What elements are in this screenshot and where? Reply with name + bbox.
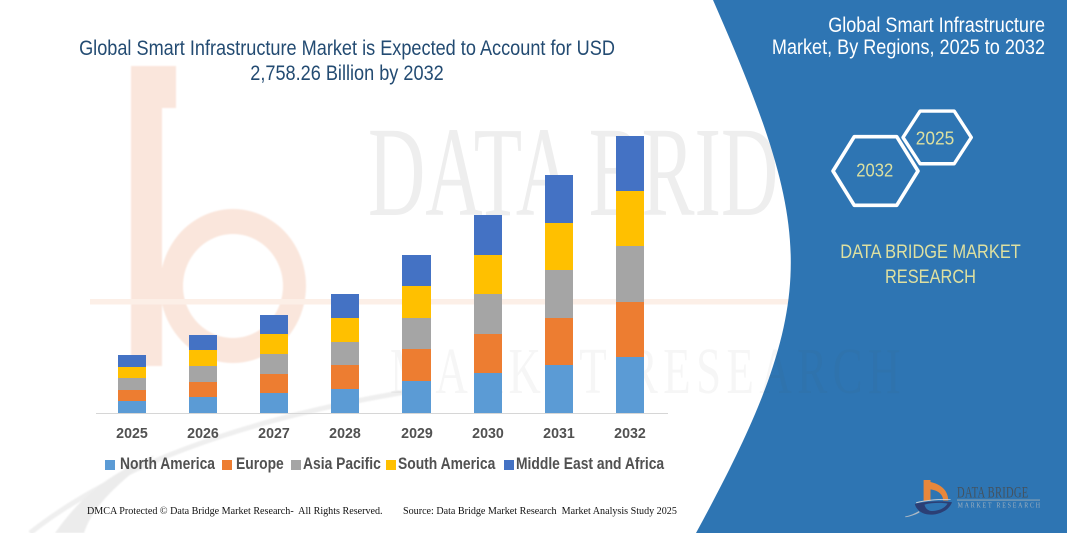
svg-text:2032: 2032 — [856, 161, 893, 181]
svg-text:2025: 2025 — [916, 129, 955, 149]
svg-text:DATA BRIDGE: DATA BRIDGE — [957, 483, 1029, 501]
svg-text:MARKET RESEARCH: MARKET RESEARCH — [958, 502, 1042, 509]
